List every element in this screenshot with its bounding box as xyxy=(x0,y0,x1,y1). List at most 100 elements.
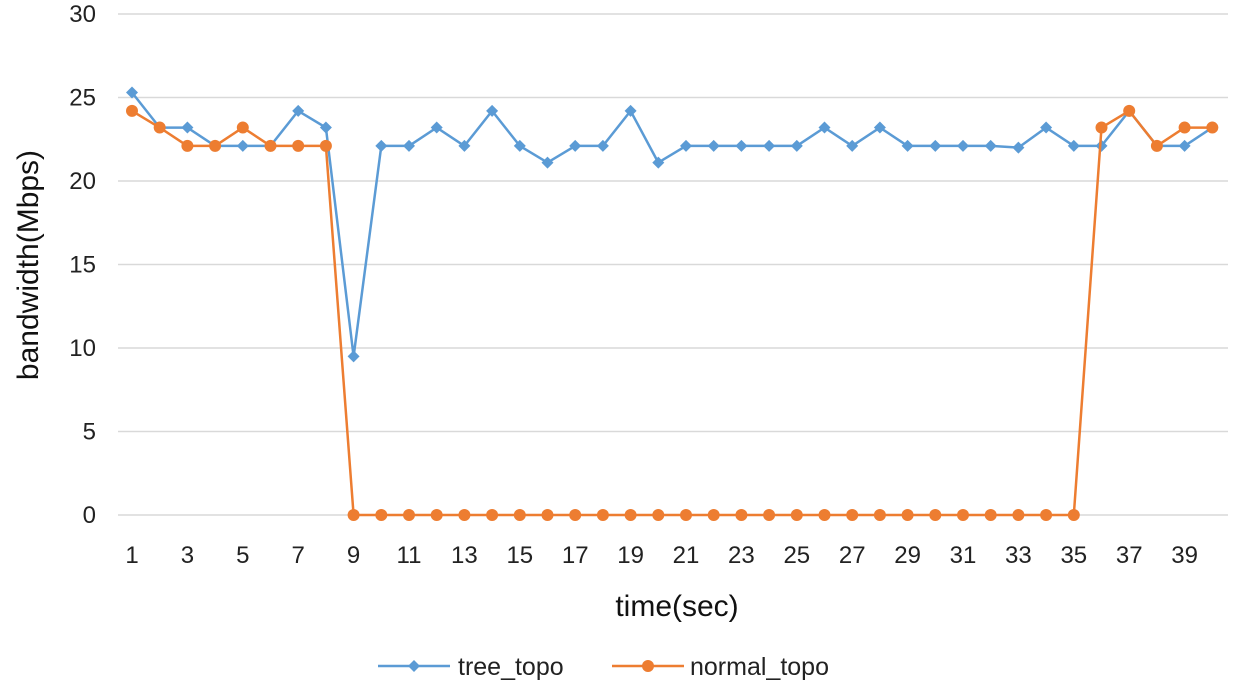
point-normal-topo-13 xyxy=(458,509,471,521)
point-normal-topo-38 xyxy=(1150,139,1163,152)
x-tick-label-31: 31 xyxy=(950,542,977,569)
point-normal-topo-35 xyxy=(1067,509,1080,521)
point-normal-topo-36 xyxy=(1095,121,1108,134)
point-normal-topo-23 xyxy=(735,509,748,521)
point-tree-topo-28 xyxy=(873,121,886,134)
x-tick-label-37: 37 xyxy=(1116,542,1143,569)
point-tree-topo-7 xyxy=(292,104,305,117)
legend-label-tree-topo: tree_topo xyxy=(458,653,564,681)
legend-item-tree-topo: tree_topo xyxy=(378,653,564,681)
x-tick-label-27: 27 xyxy=(839,542,866,569)
y-tick-label-0: 0 xyxy=(83,502,96,529)
point-tree-topo-23 xyxy=(735,139,748,152)
point-tree-topo-5 xyxy=(236,139,249,152)
point-normal-topo-1 xyxy=(126,104,138,117)
x-tick-label-21: 21 xyxy=(673,542,700,569)
point-normal-topo-4 xyxy=(209,139,222,152)
point-normal-topo-34 xyxy=(1040,509,1053,521)
y-tick-label-15: 15 xyxy=(69,252,96,279)
point-tree-topo-9 xyxy=(347,350,360,363)
point-normal-topo-27 xyxy=(846,509,859,521)
point-normal-topo-30 xyxy=(929,509,942,521)
x-tick-label-39: 39 xyxy=(1171,542,1198,569)
x-axis-ticks: 1 3 5 7 9 11 13 15 17 19 21 23 25 27 29 31 33 35 37 39 xyxy=(125,542,1198,569)
point-normal-topo-9 xyxy=(347,509,360,521)
series-layer xyxy=(126,86,1219,521)
point-normal-topo-16 xyxy=(541,509,554,521)
point-normal-topo-32 xyxy=(984,509,997,521)
point-normal-topo-14 xyxy=(486,509,499,521)
x-tick-label-35: 35 xyxy=(1060,542,1087,569)
point-normal-topo-15 xyxy=(513,509,526,521)
point-tree-topo-8 xyxy=(319,121,332,134)
point-tree-topo-22 xyxy=(707,139,720,152)
point-normal-topo-20 xyxy=(652,509,665,521)
point-tree-topo-34 xyxy=(1040,121,1053,134)
point-normal-topo-6 xyxy=(264,139,277,152)
series-tree-topo xyxy=(126,86,1219,363)
point-normal-topo-19 xyxy=(624,509,637,521)
point-normal-topo-33 xyxy=(1012,509,1025,521)
point-normal-topo-17 xyxy=(569,509,582,521)
x-tick-label-7: 7 xyxy=(292,542,305,569)
point-tree-topo-30 xyxy=(929,139,942,152)
point-normal-topo-2 xyxy=(153,121,166,134)
point-normal-topo-21 xyxy=(680,509,692,521)
x-tick-label-13: 13 xyxy=(451,542,478,569)
point-tree-topo-3 xyxy=(181,121,194,134)
x-tick-label-17: 17 xyxy=(562,542,589,569)
x-tick-label-25: 25 xyxy=(783,542,810,569)
point-tree-topo-15 xyxy=(513,139,526,152)
x-tick-label-23: 23 xyxy=(728,542,755,569)
point-tree-topo-35 xyxy=(1067,139,1080,152)
point-normal-topo-37 xyxy=(1123,104,1136,117)
y-tick-label-5: 5 xyxy=(83,419,96,446)
point-tree-topo-31 xyxy=(957,139,969,152)
x-tick-label-33: 33 xyxy=(1005,542,1032,569)
point-normal-topo-29 xyxy=(901,509,914,521)
point-tree-topo-18 xyxy=(596,139,609,152)
legend-label-normal-topo: normal_topo xyxy=(690,653,829,681)
point-normal-topo-22 xyxy=(707,509,720,521)
series-normal-topo xyxy=(126,104,1219,521)
point-normal-topo-25 xyxy=(790,509,803,521)
y-axis-title: bandwidth(Mbps) xyxy=(12,150,45,380)
point-normal-topo-18 xyxy=(596,509,609,521)
point-tree-topo-20 xyxy=(652,156,665,169)
point-normal-topo-40 xyxy=(1206,121,1219,134)
point-normal-topo-39 xyxy=(1178,121,1191,134)
point-tree-topo-32 xyxy=(984,139,997,152)
point-normal-topo-11 xyxy=(403,509,415,521)
y-axis-ticks: 0 5 10 15 20 25 30 xyxy=(69,1,96,529)
point-tree-topo-26 xyxy=(818,121,831,134)
series-line-tree-topo xyxy=(131,91,1213,358)
legend: tree_topo normal_topo xyxy=(378,653,829,681)
point-tree-topo-14 xyxy=(486,104,499,117)
point-tree-topo-1 xyxy=(126,86,138,99)
series-line-normal-topo xyxy=(131,109,1213,517)
point-tree-topo-39 xyxy=(1178,139,1191,152)
point-normal-topo-8 xyxy=(319,139,332,152)
point-tree-topo-33 xyxy=(1012,141,1025,154)
x-tick-label-9: 9 xyxy=(347,542,360,569)
x-tick-label-3: 3 xyxy=(181,542,194,569)
x-tick-label-29: 29 xyxy=(894,542,921,569)
point-tree-topo-13 xyxy=(458,139,471,152)
point-normal-topo-12 xyxy=(430,509,443,521)
point-normal-topo-28 xyxy=(873,509,886,521)
x-tick-label-1: 1 xyxy=(125,542,138,569)
x-tick-label-15: 15 xyxy=(506,542,533,569)
point-tree-topo-25 xyxy=(790,139,803,152)
point-tree-topo-24 xyxy=(763,139,776,152)
y-tick-label-30: 30 xyxy=(69,1,96,28)
x-tick-label-11: 11 xyxy=(397,542,422,569)
point-normal-topo-26 xyxy=(818,509,831,521)
gridlines xyxy=(118,13,1228,516)
point-normal-topo-24 xyxy=(763,509,776,521)
y-tick-label-10: 10 xyxy=(69,335,96,362)
point-tree-topo-16 xyxy=(541,156,554,169)
point-tree-topo-19 xyxy=(624,104,637,117)
x-axis-title: time(sec) xyxy=(615,590,738,623)
x-tick-label-19: 19 xyxy=(617,542,644,569)
